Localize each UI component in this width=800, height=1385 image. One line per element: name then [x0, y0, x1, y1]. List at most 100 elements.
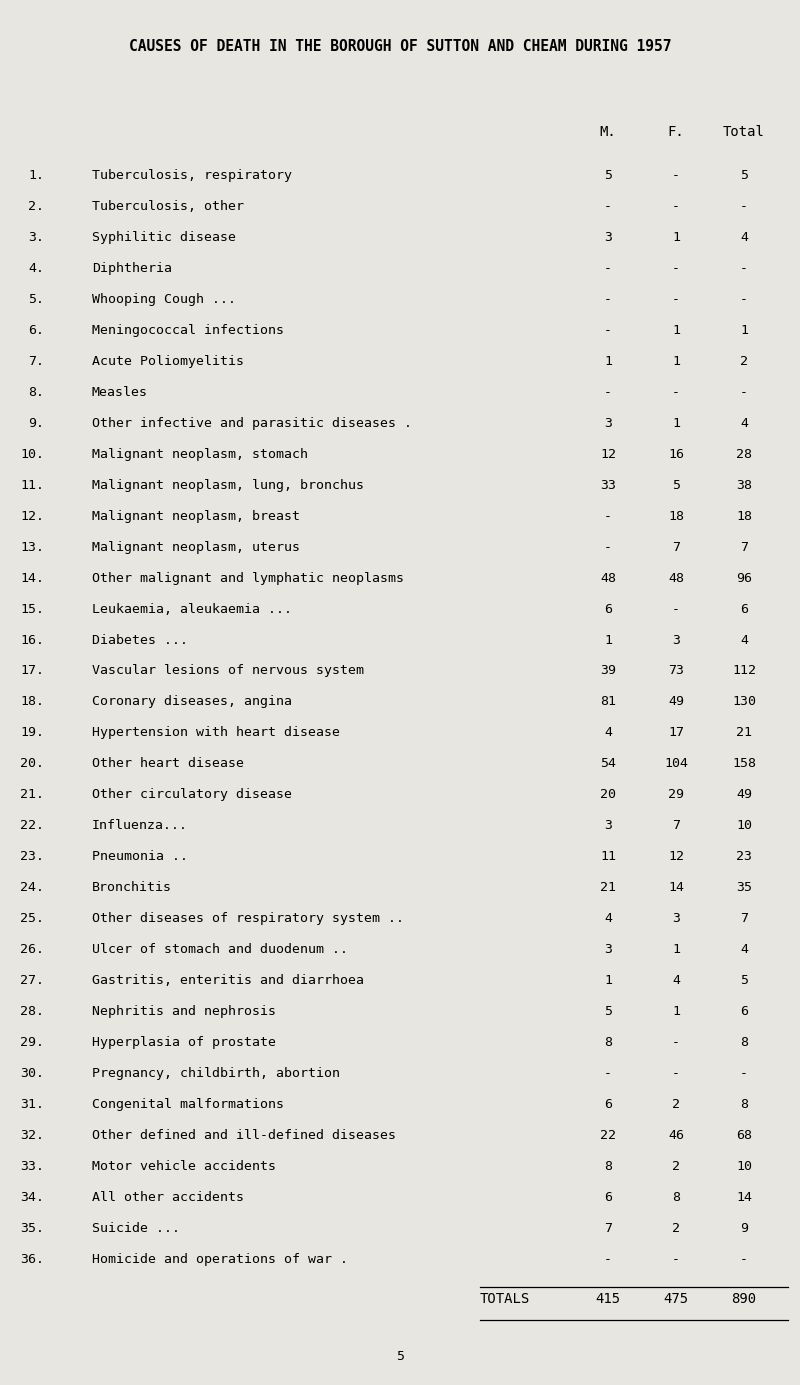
Text: Other circulatory disease: Other circulatory disease [92, 788, 292, 802]
Text: 112: 112 [732, 665, 756, 677]
Text: 7: 7 [604, 1222, 612, 1235]
Text: 9: 9 [740, 1222, 748, 1235]
Text: 6: 6 [604, 1191, 612, 1204]
Text: 7: 7 [740, 913, 748, 925]
Text: 4: 4 [740, 417, 748, 429]
Text: -: - [672, 1066, 680, 1080]
Text: 46: 46 [668, 1129, 684, 1143]
Text: 36.: 36. [20, 1253, 44, 1266]
Text: 5: 5 [672, 479, 680, 492]
Text: 6: 6 [740, 1006, 748, 1018]
Text: 38: 38 [736, 479, 752, 492]
Text: 1: 1 [672, 1006, 680, 1018]
Text: Pregnancy, childbirth, abortion: Pregnancy, childbirth, abortion [92, 1066, 340, 1080]
Text: Other diseases of respiratory system ..: Other diseases of respiratory system .. [92, 913, 404, 925]
Text: Hyperplasia of prostate: Hyperplasia of prostate [92, 1036, 276, 1048]
Text: 33.: 33. [20, 1161, 44, 1173]
Text: 1: 1 [604, 974, 612, 988]
Text: 16.: 16. [20, 633, 44, 647]
Text: 33: 33 [600, 479, 616, 492]
Text: Influenza...: Influenza... [92, 820, 188, 832]
Text: 81: 81 [600, 695, 616, 709]
Text: Whooping Cough ...: Whooping Cough ... [92, 292, 236, 306]
Text: 24.: 24. [20, 881, 44, 895]
Text: CAUSES OF DEATH IN THE BOROUGH OF SUTTON AND CHEAM DURING 1957: CAUSES OF DEATH IN THE BOROUGH OF SUTTON… [129, 39, 671, 54]
Text: Measles: Measles [92, 386, 148, 399]
Text: 11.: 11. [20, 479, 44, 492]
Text: Tuberculosis, other: Tuberculosis, other [92, 199, 244, 213]
Text: 5: 5 [740, 974, 748, 988]
Text: 104: 104 [664, 758, 688, 770]
Text: 8: 8 [604, 1161, 612, 1173]
Text: -: - [672, 169, 680, 181]
Text: Nephritis and nephrosis: Nephritis and nephrosis [92, 1006, 276, 1018]
Text: -: - [740, 1066, 748, 1080]
Text: 2: 2 [672, 1098, 680, 1111]
Text: Homicide and operations of war .: Homicide and operations of war . [92, 1253, 348, 1266]
Text: 17: 17 [668, 726, 684, 740]
Text: 12.: 12. [20, 510, 44, 522]
Text: 3.: 3. [28, 231, 44, 244]
Text: 34.: 34. [20, 1191, 44, 1204]
Text: 415: 415 [595, 1292, 621, 1306]
Text: -: - [604, 1253, 612, 1266]
Text: 23.: 23. [20, 850, 44, 863]
Text: 28.: 28. [20, 1006, 44, 1018]
Text: 2: 2 [740, 355, 748, 368]
Text: Hypertension with heart disease: Hypertension with heart disease [92, 726, 340, 740]
Text: Suicide ...: Suicide ... [92, 1222, 180, 1235]
Text: 10.: 10. [20, 447, 44, 461]
Text: 5: 5 [604, 1006, 612, 1018]
Text: 6.: 6. [28, 324, 44, 337]
Text: 4: 4 [740, 633, 748, 647]
Text: -: - [740, 386, 748, 399]
Text: 475: 475 [663, 1292, 689, 1306]
Text: 1: 1 [604, 355, 612, 368]
Text: -: - [672, 386, 680, 399]
Text: TOTALS: TOTALS [480, 1292, 530, 1306]
Text: 5: 5 [604, 169, 612, 181]
Text: 68: 68 [736, 1129, 752, 1143]
Text: 2: 2 [672, 1161, 680, 1173]
Text: Diabetes ...: Diabetes ... [92, 633, 188, 647]
Text: 1: 1 [740, 324, 748, 337]
Text: 21.: 21. [20, 788, 44, 802]
Text: All other accidents: All other accidents [92, 1191, 244, 1204]
Text: 4: 4 [604, 726, 612, 740]
Text: -: - [604, 324, 612, 337]
Text: Other defined and ill-defined diseases: Other defined and ill-defined diseases [92, 1129, 396, 1143]
Text: 15.: 15. [20, 602, 44, 615]
Text: Tuberculosis, respiratory: Tuberculosis, respiratory [92, 169, 292, 181]
Text: 6: 6 [740, 602, 748, 615]
Text: 8: 8 [672, 1191, 680, 1204]
Text: -: - [672, 602, 680, 615]
Text: 10: 10 [736, 820, 752, 832]
Text: Coronary diseases, angina: Coronary diseases, angina [92, 695, 292, 709]
Text: Total: Total [723, 125, 765, 138]
Text: 14.: 14. [20, 572, 44, 584]
Text: 23: 23 [736, 850, 752, 863]
Text: 18: 18 [668, 510, 684, 522]
Text: 27.: 27. [20, 974, 44, 988]
Text: 39: 39 [600, 665, 616, 677]
Text: -: - [740, 199, 748, 213]
Text: -: - [672, 1253, 680, 1266]
Text: -: - [672, 199, 680, 213]
Text: Leukaemia, aleukaemia ...: Leukaemia, aleukaemia ... [92, 602, 292, 615]
Text: 1: 1 [672, 943, 680, 956]
Text: 73: 73 [668, 665, 684, 677]
Text: 10: 10 [736, 1161, 752, 1173]
Text: 8: 8 [740, 1098, 748, 1111]
Text: 1: 1 [604, 633, 612, 647]
Text: F.: F. [668, 125, 684, 138]
Text: 1.: 1. [28, 169, 44, 181]
Text: -: - [604, 199, 612, 213]
Text: Malignant neoplasm, stomach: Malignant neoplasm, stomach [92, 447, 308, 461]
Text: Other heart disease: Other heart disease [92, 758, 244, 770]
Text: 26.: 26. [20, 943, 44, 956]
Text: 130: 130 [732, 695, 756, 709]
Text: Congenital malformations: Congenital malformations [92, 1098, 284, 1111]
Text: 4: 4 [740, 943, 748, 956]
Text: Syphilitic disease: Syphilitic disease [92, 231, 236, 244]
Text: 48: 48 [668, 572, 684, 584]
